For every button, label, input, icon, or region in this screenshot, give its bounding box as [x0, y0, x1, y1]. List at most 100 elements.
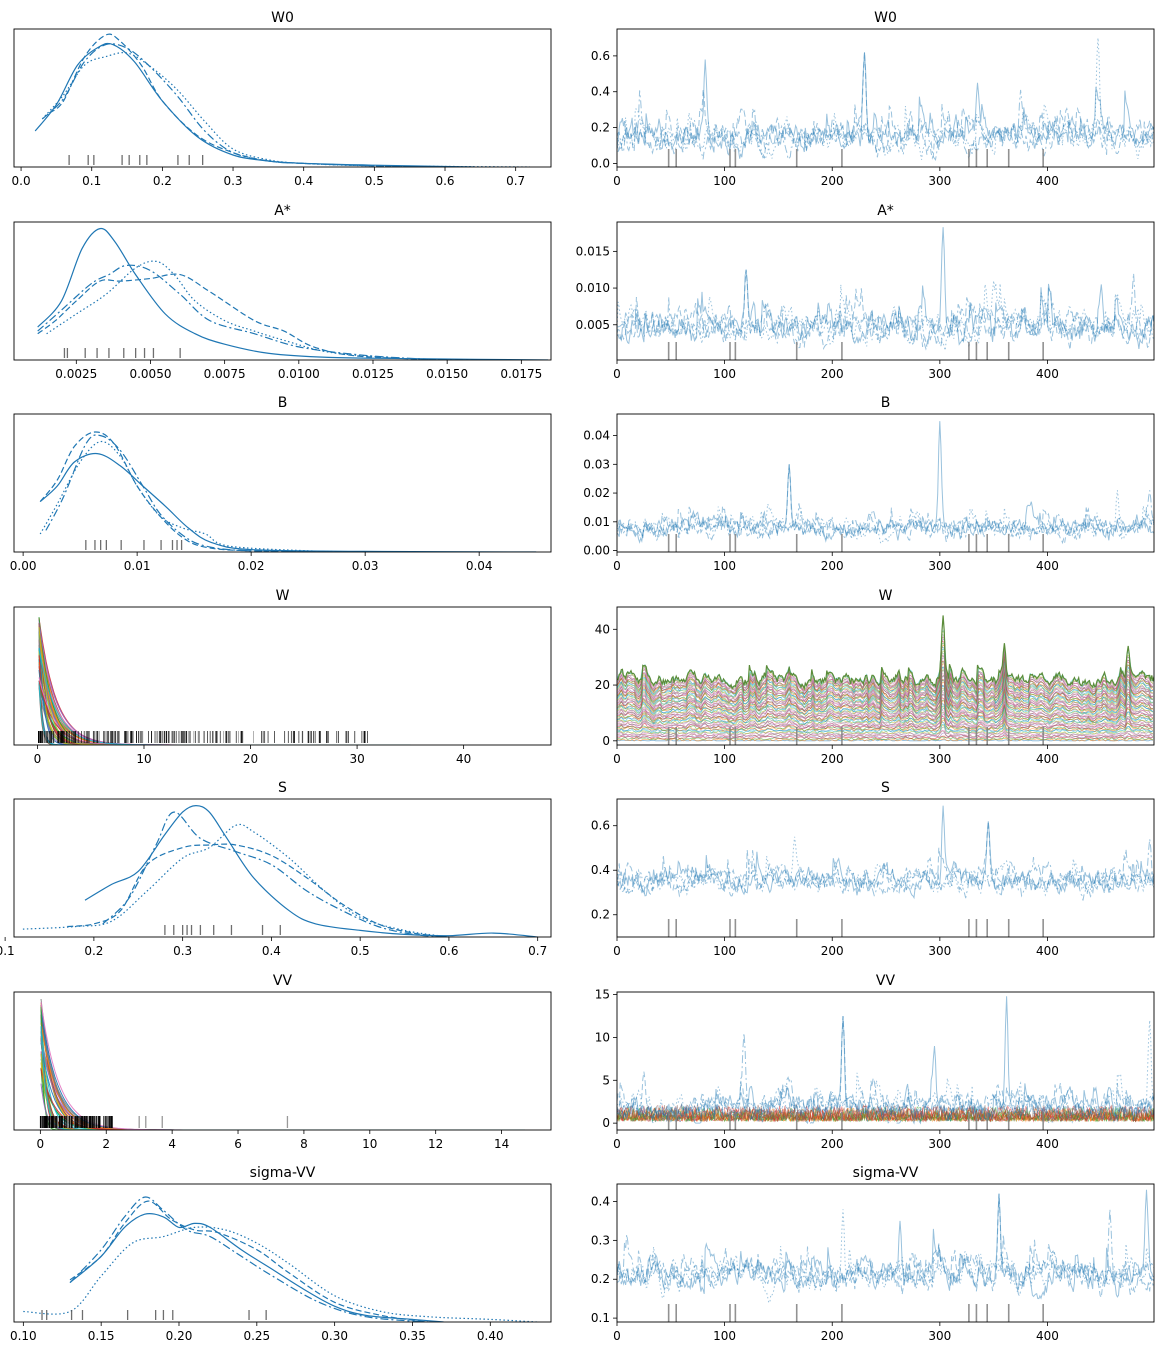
panel-astar-density: A* 0.0025 0.0050 0.0075 0.0100 0.0125 0.0150 0.…: [13, 203, 552, 381]
density-line-dashdot: [102, 811, 449, 937]
trace-line: [617, 726, 1153, 736]
x-tick-label: 0.5: [365, 174, 384, 188]
panel-title: W0: [874, 10, 897, 26]
x-tick-label: 10: [136, 752, 151, 766]
density-line: [38, 633, 411, 745]
x-tick-label: 10: [362, 1137, 377, 1151]
trace-line: [617, 655, 1153, 702]
density-line: [40, 1051, 525, 1130]
panel-sigma-vv-trace: sigma-VV 0 100 200 300 400 0.1 0.2 0.3 0.4: [591, 1165, 1155, 1343]
density-line: [40, 1006, 525, 1130]
x-tick-label: 0.00: [10, 559, 37, 573]
x-tick-label: 0.10: [10, 1329, 37, 1343]
y-tick-label: 0.02: [583, 486, 610, 500]
density-line: [40, 1026, 525, 1130]
panel-title: sigma-VV: [250, 1165, 316, 1181]
x-tick-label: 0: [613, 174, 621, 188]
y-tick-label: 0.2: [591, 121, 610, 135]
density-line: [40, 1005, 525, 1130]
density-line: [40, 1022, 525, 1130]
density-line: [40, 1069, 525, 1130]
x-tick-label: 300: [928, 174, 951, 188]
density-line: [40, 1005, 525, 1130]
density-line: [38, 617, 411, 745]
x-tick-label: 400: [1036, 1329, 1059, 1343]
density-line: [40, 1006, 525, 1130]
trace-line-dashdot: [617, 1209, 1154, 1298]
trace-line-dashed: [617, 821, 1154, 898]
density-line-solid: [84, 804, 538, 937]
density-line: [40, 1041, 525, 1130]
x-tick-label: 0.0125: [352, 367, 394, 381]
panel-title: W0: [271, 10, 294, 26]
panel-s-density: S 0.1 0.2 0.3 0.4 0.5 0.6 0.7: [0, 780, 552, 958]
density-line: [40, 1068, 525, 1130]
y-tick-label: 0.01: [583, 515, 610, 529]
trace-line: [617, 687, 1154, 717]
density-line: [38, 617, 411, 745]
plot-area: [617, 421, 1154, 552]
density-line: [40, 998, 525, 1130]
density-line: [40, 1006, 525, 1130]
x-tick-label: 400: [1036, 174, 1059, 188]
x-tick-label: 0.5: [351, 944, 370, 958]
y-tick-label: 0.6: [591, 49, 610, 63]
x-tick-label: 0.3: [223, 174, 242, 188]
density-line-dashdot: [69, 1196, 429, 1322]
y-tick-label: 0: [602, 1116, 610, 1130]
density-line-dashdot: [37, 264, 477, 360]
x-tick-label: 100: [713, 559, 736, 573]
trace-line: [617, 691, 1153, 719]
trace-line: [617, 732, 1154, 739]
density-line: [38, 631, 411, 745]
density-line-dashed: [39, 431, 366, 552]
trace-line-dashdot: [617, 89, 1154, 162]
trace-line: [617, 700, 1154, 724]
density-line-dotted: [23, 1226, 538, 1322]
plot-area: [617, 1189, 1154, 1322]
x-tick-label: 0.4: [262, 944, 281, 958]
trace-line-dotted: [617, 37, 1154, 162]
panel-w0-density: W0 0.0 0.1 0.2 0.3 0.4 0.5 0.6 0.7: [12, 10, 552, 188]
x-tick-label: 0.35: [399, 1329, 426, 1343]
x-tick-label: 300: [928, 367, 951, 381]
axes-frame: [13, 991, 552, 1131]
y-tick-label: 40: [595, 622, 610, 636]
x-tick-label: 0: [613, 367, 621, 381]
plot-area: [617, 615, 1154, 745]
density-line: [38, 629, 411, 745]
x-tick-label: 0.2: [153, 174, 172, 188]
x-tick-label: 0: [37, 1137, 45, 1151]
density-line: [40, 1009, 525, 1130]
density-line-dashdot: [41, 43, 446, 167]
trace-line-dashdot: [617, 273, 1154, 349]
trace-line: [617, 707, 1154, 727]
panel-title: S: [881, 780, 890, 796]
y-tick-label: 0.2: [591, 908, 610, 922]
trace-line: [617, 670, 1154, 709]
trace-line-dashdot: [617, 1033, 1154, 1125]
x-tick-label: 200: [821, 1329, 844, 1343]
density-line: [40, 1039, 525, 1130]
axes-frame: [13, 1183, 552, 1323]
x-tick-label: 300: [928, 944, 951, 958]
y-tick-label: 15: [595, 988, 610, 1002]
density-line: [38, 634, 411, 745]
density-line-dashed: [67, 843, 449, 937]
density-line-solid: [69, 1212, 444, 1322]
density-line: [38, 639, 411, 745]
density-line: [38, 619, 411, 745]
density-line: [38, 627, 411, 745]
panel-w-density: W 0 10 20 30 40: [13, 588, 552, 766]
x-tick-label: 0.20: [166, 1329, 193, 1343]
x-tick-label: 0.7: [528, 944, 547, 958]
trace-line-solid: [617, 52, 1154, 159]
x-tick-label: 200: [821, 367, 844, 381]
panel-w0-trace: W0 0 100 200 300 400 0.0 0.2 0.4 0.6: [591, 10, 1155, 188]
density-line-dashed: [37, 273, 448, 360]
trace-line: [617, 666, 1153, 706]
panel-vv-density: VV 0 2 4 6 8 10 12 14: [13, 973, 552, 1151]
trace-line: [617, 724, 1154, 735]
x-tick-label: 400: [1036, 559, 1059, 573]
